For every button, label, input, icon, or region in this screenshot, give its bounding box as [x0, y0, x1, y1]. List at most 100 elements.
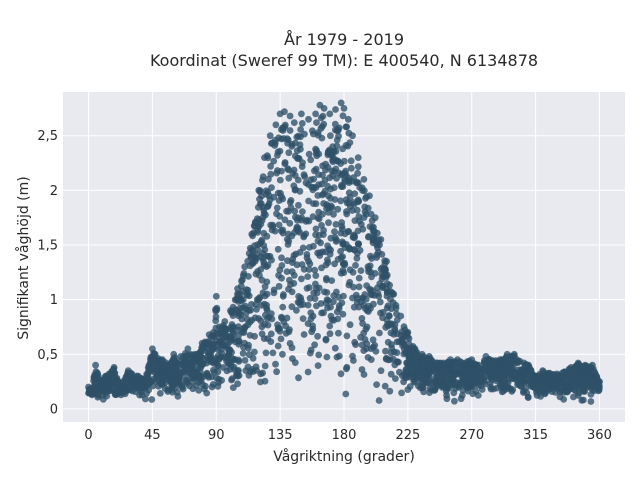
- envelope-point: [354, 154, 362, 162]
- envelope-point: [151, 350, 159, 358]
- data-point: [273, 204, 281, 212]
- data-point: [372, 348, 380, 355]
- envelope-point: [158, 356, 166, 364]
- data-point: [369, 336, 377, 344]
- data-point: [270, 157, 278, 165]
- data-point: [571, 375, 579, 383]
- data-point: [235, 332, 242, 340]
- data-point: [148, 396, 156, 403]
- data-point: [317, 239, 324, 247]
- data-point: [153, 371, 161, 379]
- envelope-point: [454, 356, 461, 364]
- data-point: [303, 254, 311, 262]
- data-point: [443, 395, 451, 403]
- envelope-point: [468, 356, 476, 364]
- data-point: [324, 259, 332, 266]
- data-point: [522, 371, 530, 378]
- data-point: [338, 219, 346, 226]
- data-point: [540, 388, 548, 395]
- data-point: [299, 315, 307, 322]
- data-point: [312, 284, 320, 292]
- data-point: [158, 378, 166, 386]
- data-point: [319, 248, 326, 256]
- data-point: [241, 357, 249, 364]
- data-point: [376, 298, 384, 306]
- data-point: [477, 382, 485, 389]
- data-point: [95, 391, 102, 399]
- data-point: [305, 266, 313, 273]
- data-point: [198, 361, 206, 368]
- data-point: [279, 303, 287, 311]
- data-point: [370, 236, 378, 244]
- data-point: [251, 242, 258, 250]
- data-point: [229, 330, 237, 337]
- data-point: [270, 193, 278, 201]
- data-point: [306, 349, 314, 357]
- data-point: [297, 126, 304, 133]
- data-point: [274, 152, 281, 159]
- data-point: [204, 372, 212, 380]
- data-point: [258, 276, 266, 284]
- data-point: [326, 174, 334, 182]
- envelope-point: [96, 378, 104, 385]
- data-point: [330, 210, 337, 218]
- data-point: [339, 310, 347, 318]
- data-point: [339, 183, 347, 191]
- data-point: [308, 328, 316, 336]
- data-point: [270, 289, 278, 297]
- data-point: [328, 204, 336, 212]
- data-point: [305, 150, 313, 158]
- data-point: [343, 123, 350, 131]
- data-point: [509, 386, 517, 394]
- data-point: [267, 330, 275, 338]
- data-point: [331, 228, 338, 236]
- envelope-point: [184, 345, 192, 353]
- data-point: [257, 266, 265, 273]
- data-point: [285, 174, 293, 182]
- data-point: [264, 203, 271, 211]
- data-point: [276, 176, 284, 184]
- x-tick-label: 0: [84, 428, 92, 443]
- data-point: [365, 233, 373, 240]
- data-point: [274, 321, 281, 329]
- data-point: [260, 229, 268, 237]
- data-point: [335, 169, 343, 177]
- data-point: [210, 344, 218, 352]
- data-point: [298, 163, 306, 171]
- envelope-point: [290, 119, 298, 126]
- data-point: [405, 340, 413, 347]
- data-point: [298, 275, 305, 283]
- data-point: [283, 268, 291, 275]
- data-point: [392, 375, 399, 382]
- data-point: [273, 368, 280, 376]
- data-point: [333, 308, 341, 316]
- data-point: [530, 379, 538, 386]
- data-point: [286, 219, 294, 227]
- data-point: [159, 365, 167, 373]
- data-point: [132, 383, 140, 390]
- data-point: [334, 256, 342, 263]
- data-point: [309, 127, 316, 135]
- envelope-point: [567, 364, 575, 371]
- data-point: [294, 214, 302, 222]
- data-point: [305, 217, 313, 225]
- data-point: [281, 121, 289, 129]
- envelope-point: [221, 318, 229, 325]
- x-axis-ticks: 0 45 90 135 180 225 270 315 360: [84, 428, 611, 443]
- data-point: [247, 368, 254, 376]
- data-point: [276, 212, 284, 220]
- envelope-point: [248, 230, 256, 238]
- data-point: [328, 277, 336, 284]
- data-point: [466, 366, 474, 374]
- data-point: [314, 131, 322, 139]
- x-tick-label: 225: [395, 428, 420, 443]
- data-point: [383, 285, 390, 293]
- x-tick-label: 135: [268, 428, 293, 443]
- data-point: [294, 176, 302, 184]
- data-point: [592, 383, 600, 390]
- data-point: [371, 341, 379, 349]
- data-point: [196, 376, 204, 384]
- data-point: [320, 200, 327, 207]
- y-tick-label: 0: [50, 402, 58, 417]
